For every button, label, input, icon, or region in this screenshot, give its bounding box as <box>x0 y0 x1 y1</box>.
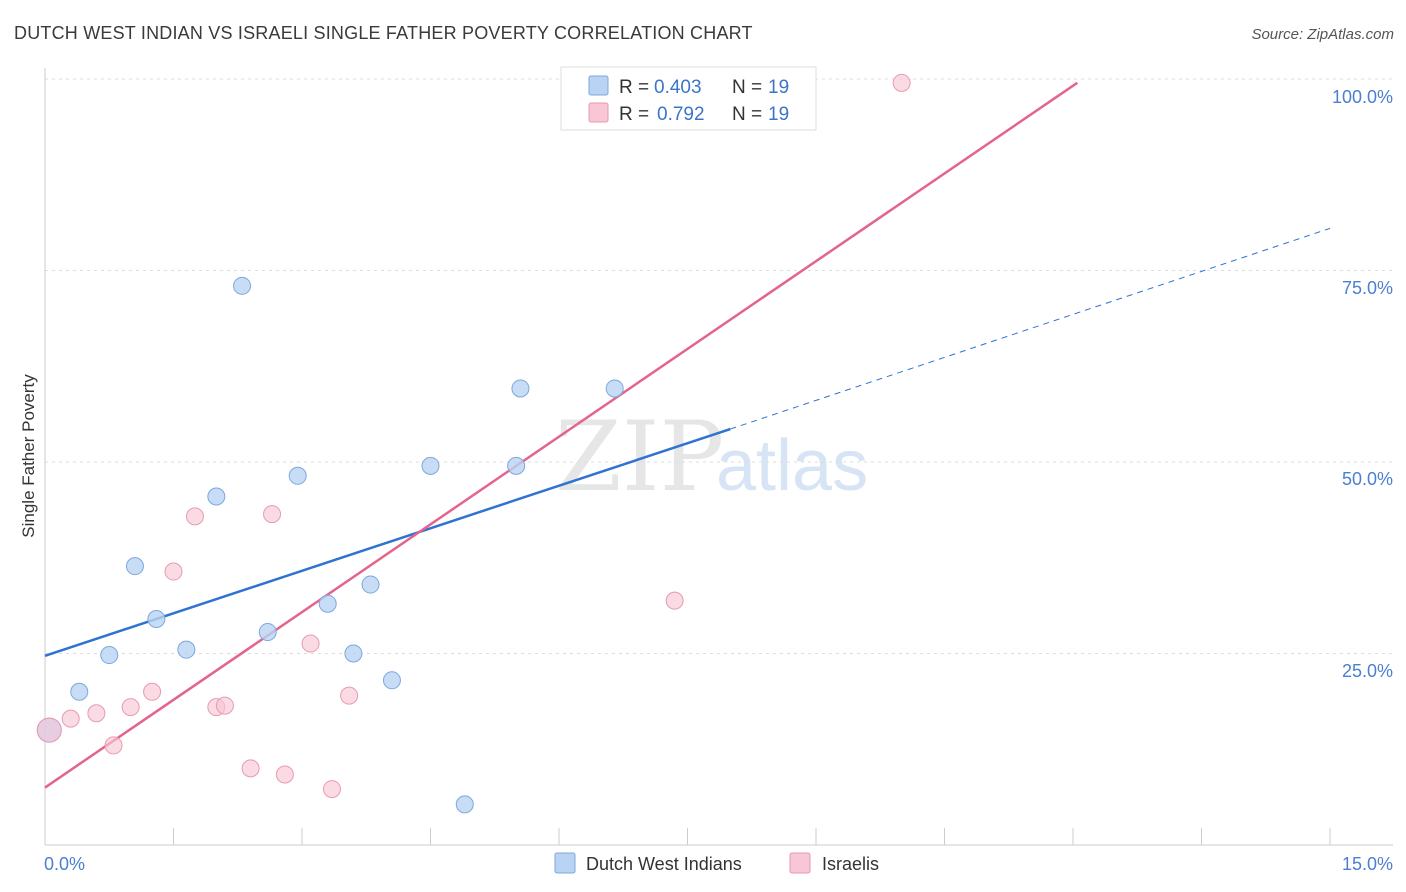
y-tick-label-100: 100.0% <box>1332 87 1393 107</box>
israelis-point <box>275 765 294 784</box>
israelis-point <box>263 505 282 524</box>
series-legend-label-israelis: Israelis <box>822 854 879 874</box>
israelis-point <box>185 507 204 526</box>
trend-line-israelis <box>44 81 1078 789</box>
israelis-point <box>322 780 341 799</box>
israelis-point <box>215 696 234 715</box>
israelis-point <box>665 591 684 610</box>
stats-legend-n-value-2: 19 <box>768 104 789 125</box>
dutch-west-indians-point <box>207 487 226 506</box>
points-layer <box>36 73 911 814</box>
y-tick-label-25: 25.0% <box>1342 661 1393 681</box>
israelis-point <box>241 759 260 778</box>
stats-legend-r-value-2: 0.792 <box>657 104 705 125</box>
dutch-west-indians-point <box>177 640 196 659</box>
israelis-point <box>340 686 359 705</box>
israelis-point <box>36 717 62 743</box>
dutch-west-indians-point <box>147 610 166 629</box>
stats-legend: R = 0.403 N = 19 R = 0.792 N = 19 <box>560 66 817 131</box>
stats-legend-n-label-1: N = <box>732 77 762 98</box>
watermark-zip: ZIP <box>555 401 724 513</box>
stats-legend-n-value-1: 19 <box>768 77 789 98</box>
series-legend: Dutch West Indians Israelis <box>554 852 879 874</box>
dutch-west-indians-point <box>258 623 277 642</box>
dutch-west-indians-point <box>382 671 401 690</box>
dutch-west-indians-point <box>455 795 474 814</box>
stats-legend-r-value-1: 0.403 <box>654 77 702 98</box>
x-tick-label-min: 0.0% <box>44 854 85 874</box>
stats-legend-swatch-pink <box>588 102 609 123</box>
chart-title: DUTCH WEST INDIAN VS ISRAELI SINGLE FATH… <box>14 23 753 43</box>
series-legend-swatch-dutch <box>554 852 576 874</box>
stats-legend-r-label-1: R = <box>619 77 649 98</box>
dutch-west-indians-point <box>344 644 363 663</box>
stats-legend-r-label-2: R = <box>619 104 649 125</box>
y-tick-label-50: 50.0% <box>1342 469 1393 489</box>
dutch-west-indians-point <box>421 456 440 475</box>
grid-layer <box>45 78 1393 654</box>
israelis-point <box>61 709 80 728</box>
y-axis-title: Single Father Poverty <box>19 374 38 538</box>
series-legend-label-dutch: Dutch West Indians <box>586 854 742 874</box>
dutch-west-indians-point <box>70 682 89 701</box>
axis-layer <box>44 68 1393 846</box>
dutch-west-indians-point <box>233 276 252 295</box>
dutch-west-indians-point <box>605 379 624 398</box>
israelis-point <box>892 73 911 92</box>
dutch-west-indians-point <box>318 594 337 613</box>
dutch-west-indians-point <box>288 466 307 485</box>
y-tick-label-75: 75.0% <box>1342 278 1393 298</box>
dutch-west-indians-point <box>361 575 380 594</box>
dutch-west-indians-point <box>100 646 119 665</box>
chart-source: Source: ZipAtlas.com <box>1251 26 1394 43</box>
israelis-point <box>121 698 140 717</box>
stats-legend-n-label-2: N = <box>732 104 762 125</box>
israelis-point <box>87 704 106 723</box>
israelis-point <box>301 634 320 653</box>
israelis-point <box>164 562 183 581</box>
dutch-west-indians-point <box>507 456 526 475</box>
israelis-point <box>143 682 162 701</box>
x-tick-label-max: 15.0% <box>1342 854 1393 874</box>
israelis-point <box>104 736 123 755</box>
watermark-atlas: atlas <box>716 426 868 506</box>
dutch-west-indians-point <box>511 379 530 398</box>
series-legend-swatch-israelis <box>789 852 811 874</box>
dutch-west-indians-point <box>125 557 144 576</box>
stats-legend-swatch-blue <box>588 75 609 96</box>
